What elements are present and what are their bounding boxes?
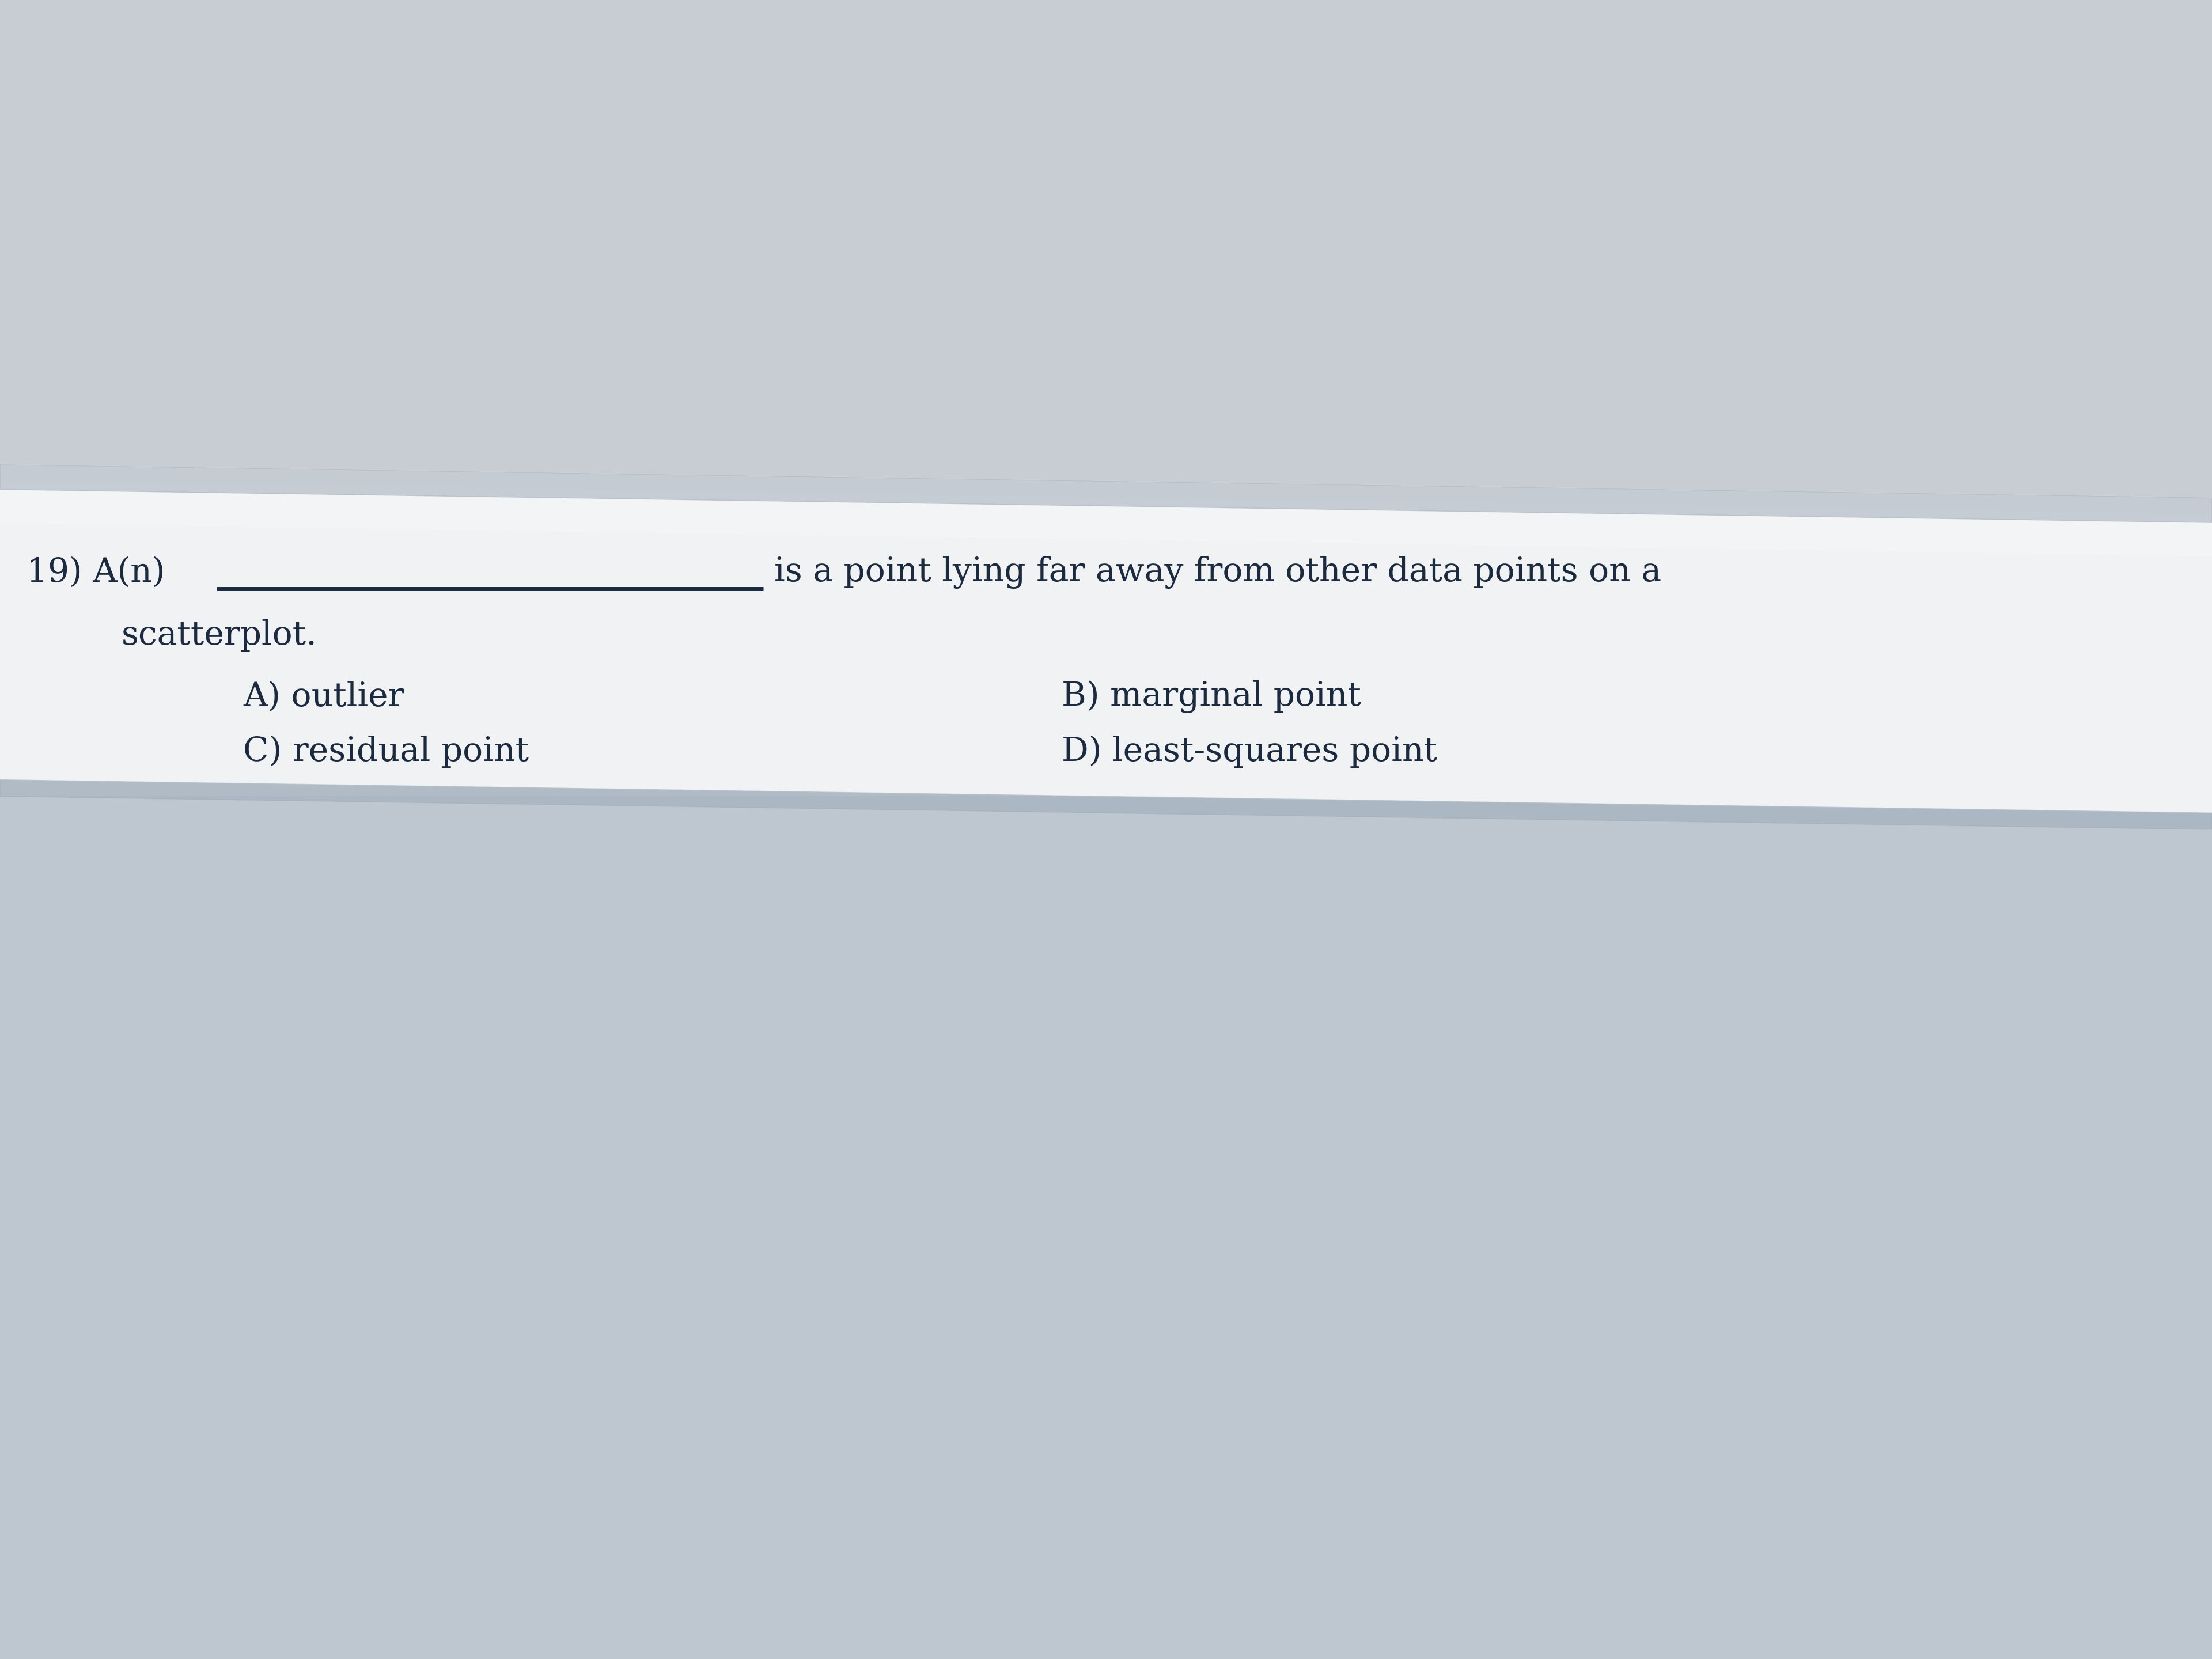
Bar [0, 796, 2212, 1659]
Text: A) outlier: A) outlier [243, 680, 405, 713]
Polygon shape [0, 481, 2212, 556]
Text: D) least-squares point: D) least-squares point [1062, 735, 1438, 768]
Text: B) marginal point: B) marginal point [1062, 680, 1360, 713]
Text: is a point lying far away from other data points on a: is a point lying far away from other dat… [774, 556, 1661, 589]
Polygon shape [0, 465, 2212, 523]
Text: scatterplot.: scatterplot. [122, 619, 319, 652]
Polygon shape [0, 465, 2212, 813]
Text: 19) A(n): 19) A(n) [27, 556, 166, 589]
Text: C) residual point: C) residual point [243, 735, 529, 768]
Polygon shape [0, 780, 2212, 830]
